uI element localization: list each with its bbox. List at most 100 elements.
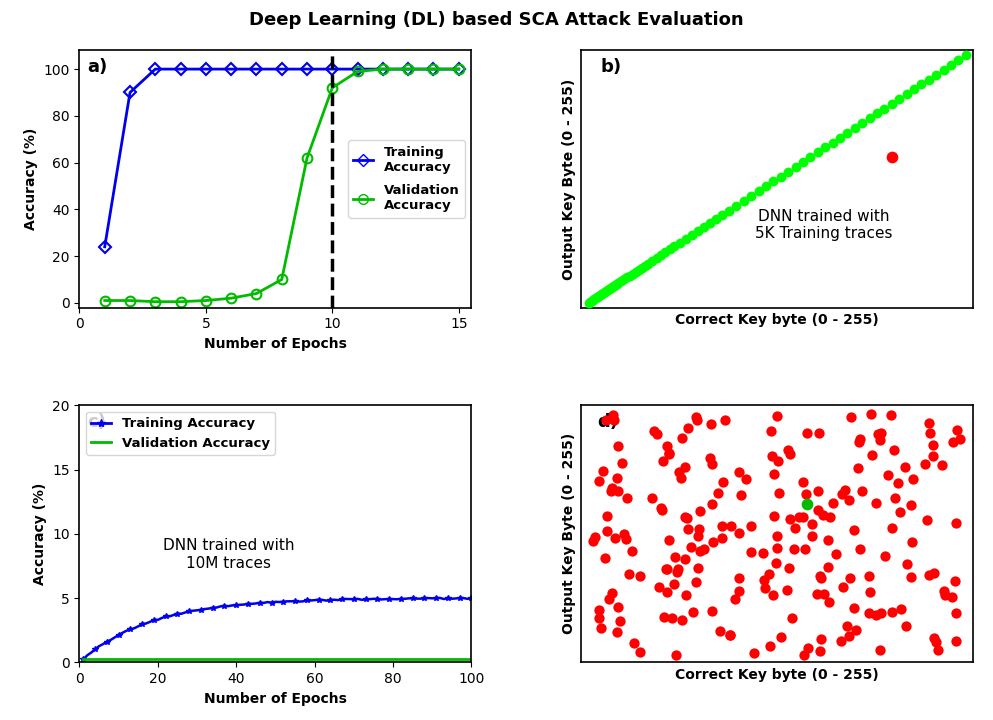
Point <box>835 581 851 593</box>
Point <box>704 459 720 470</box>
Point <box>922 417 937 428</box>
Point <box>948 517 964 528</box>
Point <box>659 587 675 598</box>
Point <box>787 522 803 534</box>
Point <box>677 462 693 473</box>
Point <box>900 558 916 570</box>
Point <box>634 262 649 274</box>
Point <box>768 558 783 570</box>
Point <box>756 547 772 559</box>
Point <box>948 607 964 618</box>
Point <box>854 117 870 129</box>
Point <box>833 636 849 647</box>
Point <box>802 151 818 163</box>
Point <box>595 465 611 477</box>
Point <box>704 605 720 616</box>
Point <box>852 543 868 554</box>
Point <box>674 432 690 444</box>
Point <box>884 607 900 618</box>
Point <box>926 567 942 578</box>
Point <box>587 293 603 305</box>
Point <box>597 287 613 298</box>
Point <box>862 112 878 124</box>
Point <box>773 631 788 642</box>
Point <box>877 103 893 114</box>
Point <box>813 572 829 584</box>
Point <box>600 284 616 296</box>
Point <box>914 78 929 90</box>
Point <box>757 582 773 593</box>
Point <box>828 549 844 560</box>
Point <box>812 570 828 582</box>
Point <box>843 412 859 423</box>
Point <box>817 142 833 153</box>
Point <box>868 610 884 621</box>
Point <box>669 566 685 577</box>
Point <box>648 252 664 264</box>
Point <box>846 603 862 614</box>
Point <box>631 264 646 276</box>
Point <box>863 587 879 598</box>
Point <box>869 498 885 509</box>
Point <box>798 427 814 438</box>
Point <box>617 528 633 539</box>
Point <box>884 151 900 163</box>
Point <box>799 498 815 510</box>
Point <box>864 450 880 462</box>
Point <box>657 246 673 258</box>
Point <box>945 436 961 447</box>
Point <box>732 572 748 583</box>
Point <box>680 422 696 433</box>
Point <box>661 534 677 546</box>
Text: DNN trained with
5K Training traces: DNN trained with 5K Training traces <box>756 209 893 241</box>
Point <box>715 477 731 488</box>
Point <box>587 531 603 542</box>
Point <box>918 458 933 469</box>
Point <box>672 237 688 248</box>
Point <box>721 204 737 216</box>
Point <box>615 456 631 468</box>
Legend: Training
Accuracy, Validation
Accuracy: Training Accuracy, Validation Accuracy <box>349 140 465 217</box>
Point <box>602 284 618 295</box>
Point <box>688 576 704 588</box>
Point <box>594 288 610 300</box>
Point <box>822 511 838 523</box>
Point <box>811 427 827 438</box>
Point <box>780 444 795 456</box>
Text: Deep Learning (DL) based SCA Attack Evaluation: Deep Learning (DL) based SCA Attack Eval… <box>249 11 744 29</box>
Point <box>756 575 772 586</box>
Point <box>881 469 897 481</box>
Point <box>712 625 728 636</box>
Point <box>832 132 848 143</box>
Point <box>628 266 643 277</box>
Point <box>904 536 920 547</box>
Point <box>884 98 900 109</box>
Point <box>702 217 718 229</box>
Point <box>780 563 796 575</box>
Point <box>605 588 621 599</box>
Point <box>656 611 672 623</box>
Point <box>610 441 626 452</box>
Point <box>670 563 686 575</box>
Point <box>927 636 943 647</box>
Point <box>607 532 623 544</box>
Point <box>683 541 699 552</box>
Text: c): c) <box>87 413 106 431</box>
Point <box>947 575 963 587</box>
Point <box>731 527 747 539</box>
Point <box>765 451 780 462</box>
X-axis label: Number of Epochs: Number of Epochs <box>204 337 347 351</box>
Point <box>710 487 726 498</box>
Point <box>812 645 828 657</box>
Point <box>696 544 712 555</box>
X-axis label: Number of Epochs: Number of Epochs <box>204 692 347 706</box>
Point <box>616 274 632 285</box>
Point <box>924 450 940 462</box>
Point <box>714 210 730 221</box>
Point <box>603 282 619 294</box>
Point <box>743 546 759 557</box>
Point <box>613 276 629 287</box>
Point <box>841 631 857 642</box>
Point <box>703 418 719 430</box>
Point <box>839 127 855 139</box>
